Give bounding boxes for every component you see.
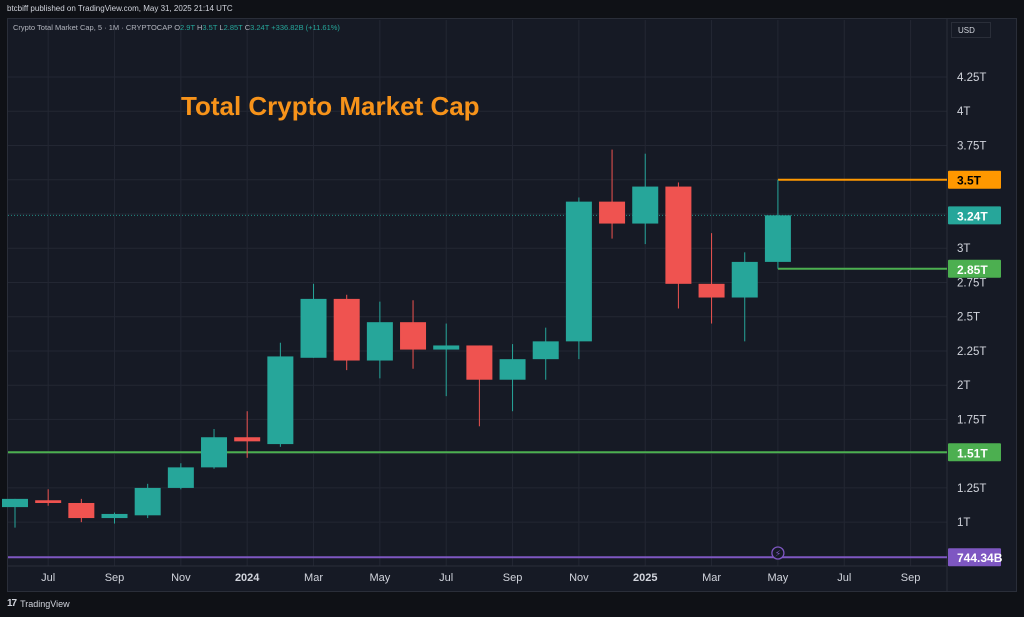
brand-name: TradingView [20, 598, 70, 609]
y-tick-label: 4T [957, 106, 970, 118]
y-tick-label: 3.75T [957, 140, 986, 152]
candle-body[interactable] [532, 341, 559, 360]
candle-body[interactable] [201, 437, 228, 468]
symbol-legend[interactable]: Crypto Total Market Cap, 5 · 1M · CRYPTO… [13, 23, 340, 32]
candle-body[interactable] [300, 298, 327, 358]
candle-body[interactable] [698, 283, 725, 298]
open-label: O [174, 23, 181, 32]
chart-title: Total Crypto Market Cap [181, 91, 480, 121]
price-tag-label: 744.34B [957, 551, 1003, 565]
candle-body[interactable] [68, 502, 95, 519]
high-label: H [197, 23, 203, 32]
price-tag [948, 259, 1001, 278]
price-tag-label: 1.51T [957, 446, 988, 460]
y-tick-label: 2.75T [957, 277, 986, 289]
tradingview-logo-icon: 17 [7, 598, 17, 609]
x-tick-label: 2024 [235, 572, 260, 584]
x-tick-label: Sep [503, 572, 523, 584]
y-tick-label: 2T [957, 380, 970, 392]
y-tick-label: 3T [957, 243, 970, 255]
candle-body[interactable] [466, 345, 493, 380]
currency-selector[interactable]: USD [951, 22, 991, 38]
y-tick-label: 4.25T [957, 72, 986, 84]
candle-body[interactable] [400, 322, 427, 350]
chart-frame[interactable] [7, 18, 1017, 592]
y-tick-label: 1.75T [957, 414, 986, 426]
x-tick-label: 2025 [633, 572, 657, 584]
candle-body[interactable] [764, 215, 791, 262]
publish-bar: btcbiff published on TradingView.com, Ma… [0, 0, 1024, 18]
candle-body[interactable] [167, 467, 194, 488]
y-tick-label: 2.25T [957, 346, 986, 358]
close-label: C [244, 23, 251, 32]
high-value: 3.5T [202, 23, 218, 32]
x-tick-label: Nov [569, 572, 589, 584]
candle-body[interactable] [731, 261, 758, 298]
candle-body[interactable] [2, 498, 28, 508]
candle-body[interactable] [35, 500, 62, 503]
candle-body[interactable] [134, 487, 161, 516]
candle-body[interactable] [333, 298, 360, 361]
price-tag-label: 3.5T [957, 174, 982, 188]
lightning-icon: ⚡ [775, 550, 781, 560]
candle-body[interactable] [565, 201, 592, 342]
candle-body[interactable] [267, 356, 294, 445]
low-value: 2.85T [223, 23, 243, 32]
price-tag-label: 3.24T [957, 209, 988, 223]
y-tick-label: 1T [957, 517, 970, 529]
price-tag [948, 206, 1001, 225]
footer-brand[interactable]: 17 TradingView [7, 598, 70, 609]
close-value: 3.24T [250, 23, 270, 32]
x-tick-label: Mar [702, 572, 721, 584]
x-tick-label: Jul [837, 572, 851, 584]
x-tick-label: May [768, 572, 789, 584]
price-tag [948, 548, 1001, 567]
candle-body[interactable] [665, 186, 692, 284]
candle-body[interactable] [499, 359, 526, 380]
x-tick-label: Jul [41, 572, 55, 584]
event-marker-icon[interactable] [771, 546, 785, 560]
price-tag [948, 170, 1001, 189]
symbol-name[interactable]: Crypto Total Market Cap, 5 · 1M · CRYPTO… [13, 23, 173, 32]
x-tick-label: Mar [304, 572, 323, 584]
x-tick-label: Sep [105, 572, 125, 584]
change-value: +336.82B (+11.61%) [271, 23, 340, 32]
candle-body[interactable] [599, 201, 626, 224]
y-tick-label: 1.25T [957, 483, 986, 495]
candle-body[interactable] [101, 513, 128, 519]
low-label: L [219, 23, 224, 32]
candle-body[interactable] [433, 345, 460, 350]
x-tick-label: Nov [171, 572, 191, 584]
candle-body[interactable] [366, 322, 393, 361]
y-tick-label: 2.5T [957, 312, 980, 324]
candle-body[interactable] [234, 437, 261, 442]
x-tick-label: May [369, 572, 390, 584]
candle-body[interactable] [632, 186, 659, 224]
open-value: 2.9T [180, 23, 195, 32]
price-tag [948, 443, 1001, 462]
x-tick-label: Sep [901, 572, 921, 584]
price-tag-label: 2.85T [957, 263, 988, 277]
publisher-text: btcbiff published on TradingView.com, Ma… [7, 4, 233, 13]
x-tick-label: Jul [439, 572, 453, 584]
